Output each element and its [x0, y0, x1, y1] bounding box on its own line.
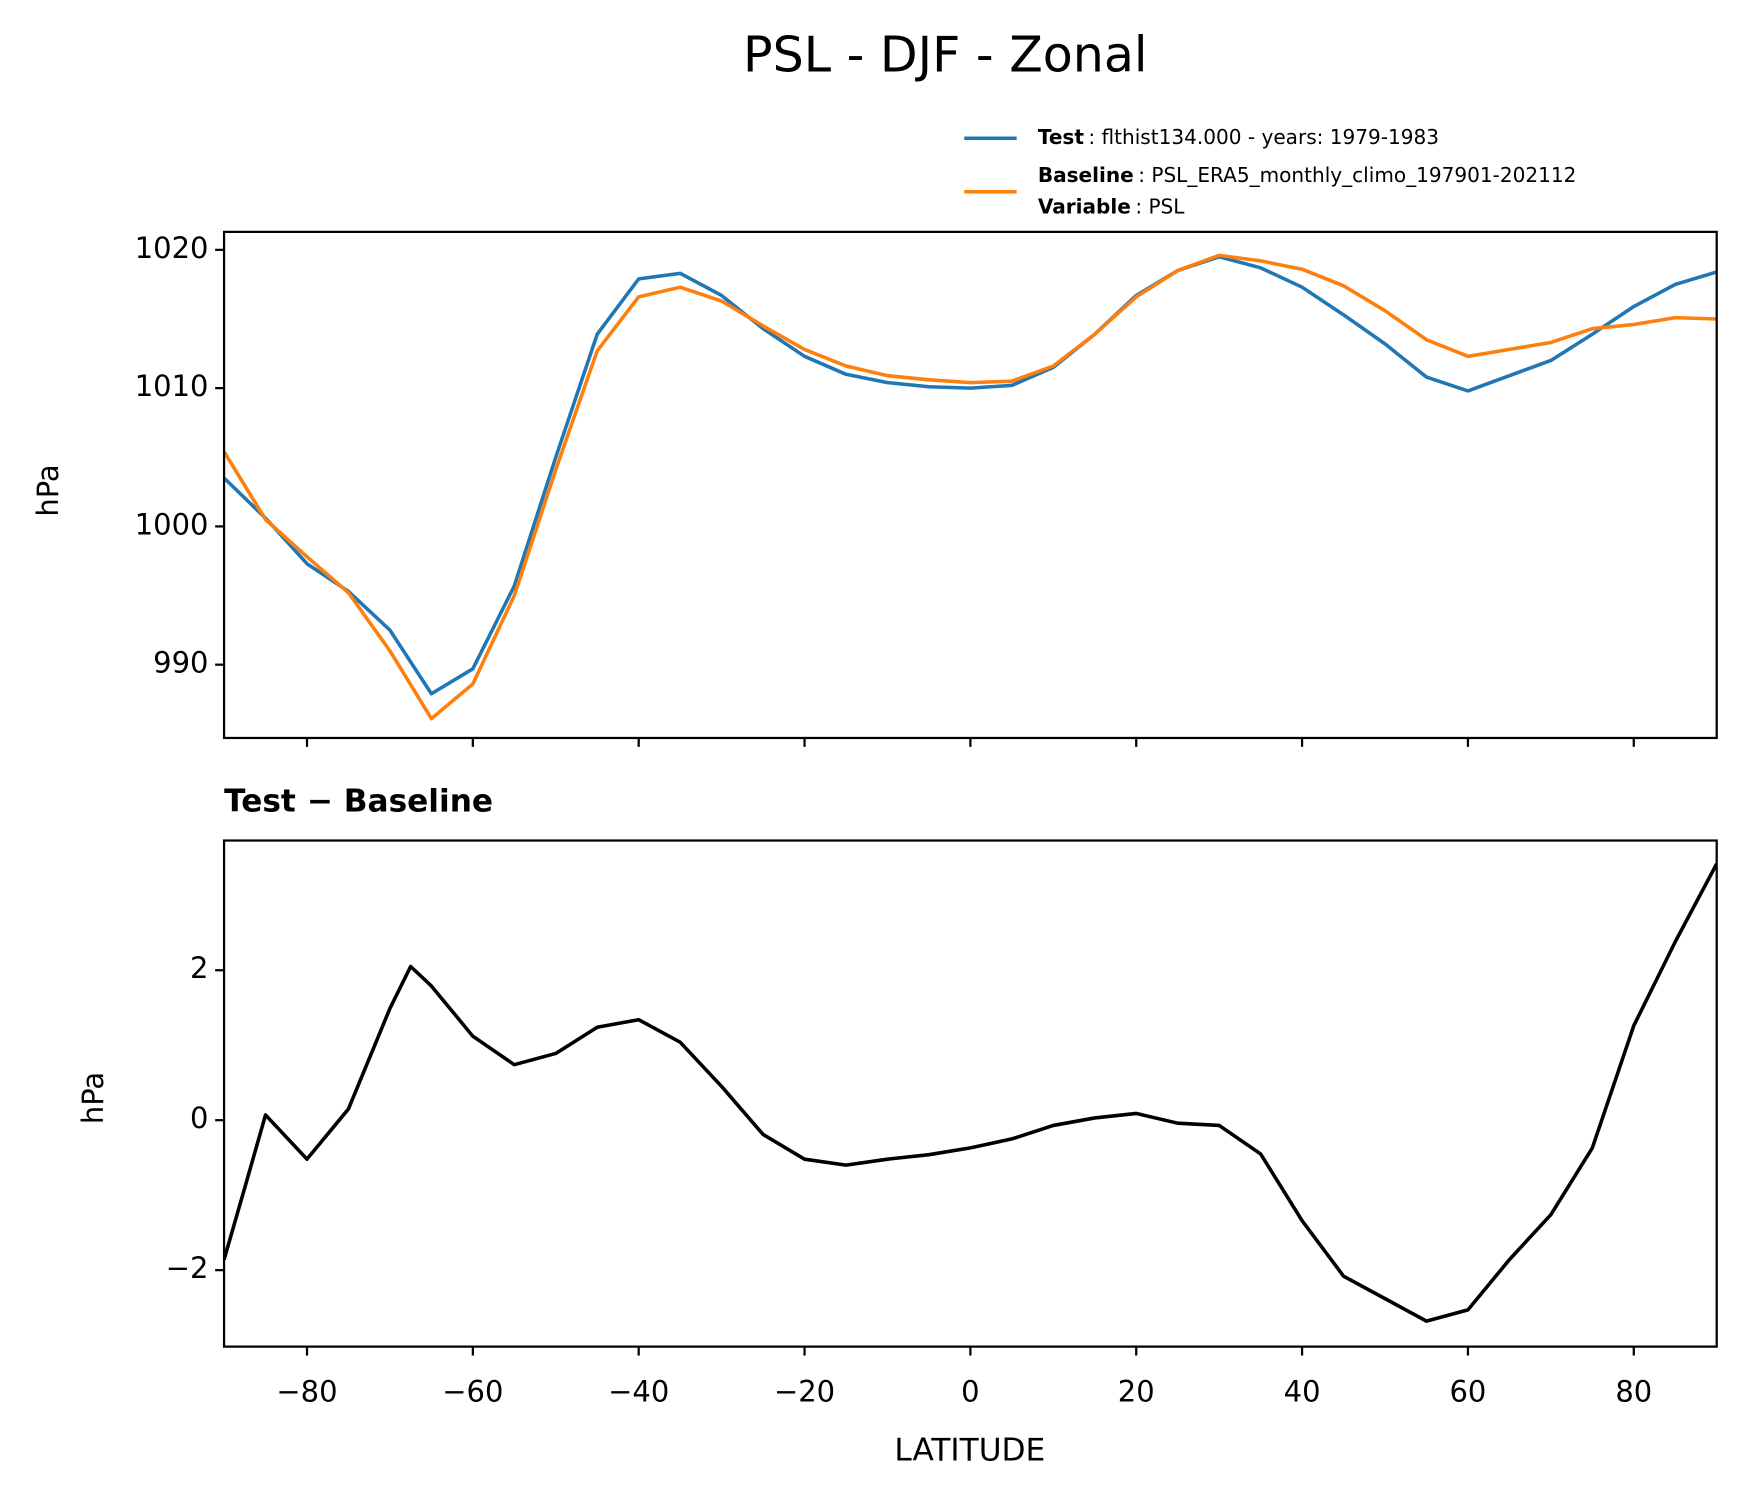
- y-tick-label: 0: [190, 1101, 208, 1135]
- axes-frame: [222, 230, 1718, 740]
- legend-key: Test: [1038, 125, 1085, 149]
- y-tick-label: 1020: [135, 231, 209, 265]
- x-tick-label: 20: [1118, 1374, 1155, 1408]
- x-tick-label: 0: [961, 1374, 979, 1408]
- data-line: [224, 253, 1717, 721]
- legend-detail: : flthist134.000 - years: 1979-1983: [1088, 125, 1439, 149]
- y-tick-label: 990: [153, 646, 208, 680]
- x-tick-label: −60: [442, 1374, 503, 1408]
- y-axis-label: hPa: [31, 464, 65, 516]
- x-tick-label: −20: [774, 1374, 835, 1408]
- x-tick-label: 40: [1284, 1374, 1321, 1408]
- data-line: [224, 254, 1717, 696]
- panel-title: Test − Baseline: [224, 784, 493, 820]
- legend-entry: Variable: PSL: [1038, 194, 1185, 218]
- y-tick-label: 2: [190, 951, 208, 985]
- legend-detail: : PSL: [1135, 194, 1185, 218]
- x-tick-label: 80: [1615, 1374, 1652, 1408]
- x-tick-label: −40: [608, 1374, 669, 1408]
- legend-key: Baseline: [1038, 163, 1134, 187]
- y-axis-label: hPa: [76, 1072, 110, 1124]
- data-line: [224, 862, 1717, 1323]
- x-axis-label: LATITUDE: [894, 1432, 1045, 1468]
- x-tick-label: 60: [1449, 1374, 1486, 1408]
- legend-entry: Test: flthist134.000 - years: 1979-1983: [1038, 125, 1439, 149]
- axes-frame: [222, 839, 1718, 1348]
- figure-title: PSL - DJF - Zonal: [743, 25, 1147, 83]
- legend-entry: Baseline: PSL_ERA5_monthly_climo_197901-…: [1038, 163, 1577, 187]
- y-tick-label: −2: [166, 1251, 209, 1285]
- legend-key: Variable: [1038, 194, 1131, 218]
- legend-detail: : PSL_ERA5_monthly_climo_197901-202112: [1138, 163, 1576, 187]
- x-tick-label: −80: [276, 1374, 337, 1408]
- y-tick-label: 1000: [135, 507, 209, 541]
- y-tick-label: 1010: [135, 369, 209, 403]
